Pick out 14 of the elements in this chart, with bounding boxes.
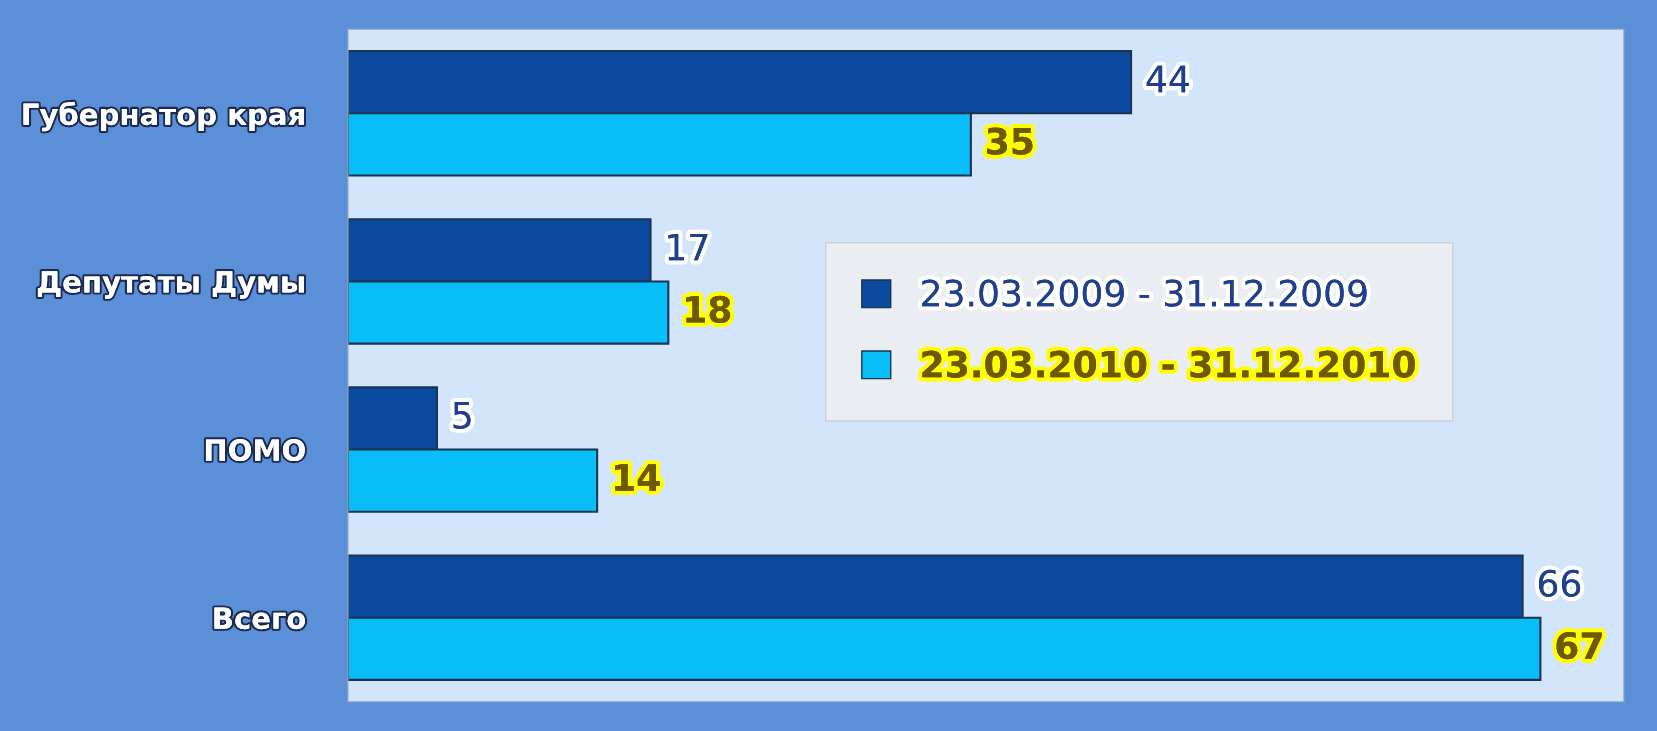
y-tick-label: Губернатор края: [23, 101, 304, 132]
legend-label: 23.03.2009 - 31.12.2009: [922, 279, 1367, 307]
data-label: 5: [453, 402, 471, 429]
data-label: 67: [1556, 632, 1602, 660]
data-label: 35: [987, 127, 1033, 155]
legend-label: 23.03.2010 - 31.12.2010: [922, 350, 1415, 378]
data-label: 44: [1146, 65, 1189, 93]
y-tick-label: Депутаты Думы: [37, 271, 304, 299]
data-label: 18: [686, 295, 731, 324]
data-label: 17: [668, 233, 708, 261]
y-tick-label: ПОМО: [205, 439, 305, 462]
data-label: 66: [1539, 569, 1581, 598]
y-tick-label: Всего: [214, 607, 306, 630]
data-label: 14: [615, 464, 660, 491]
